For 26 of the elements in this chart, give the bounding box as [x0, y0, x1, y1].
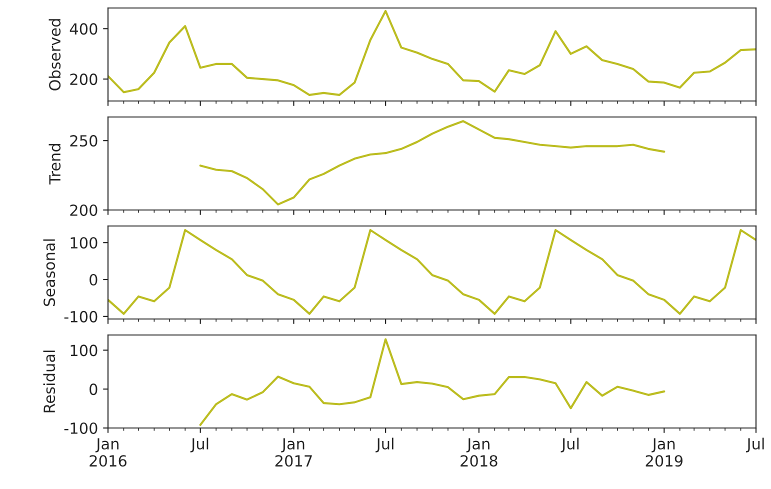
- line-series: [199, 338, 666, 426]
- x-tick-label: Jul: [560, 438, 579, 452]
- y-axis-title: Residual: [43, 350, 56, 412]
- x-tick-label: Jan 2016: [90, 438, 126, 467]
- y-tick-label: 0: [90, 274, 98, 286]
- x-tick-label: Jan 2018: [460, 438, 498, 467]
- x-tick-label: Jul: [746, 438, 764, 452]
- y-axis-title: Seasonal: [43, 239, 56, 306]
- y-tick-label: -100: [64, 422, 98, 434]
- line-series: [108, 229, 756, 315]
- y-tick-label: -100: [64, 310, 98, 322]
- x-tick-label: Jan 2019: [646, 438, 683, 467]
- y-tick-label: 250: [70, 135, 98, 147]
- y-tick-label: 100: [70, 344, 98, 356]
- x-tick-label: Jul: [190, 438, 208, 452]
- y-tick-label: 400: [70, 23, 98, 35]
- y-tick-label: 0: [90, 384, 98, 396]
- y-axis-title: Trend: [48, 144, 61, 184]
- y-tick-label: 200: [70, 74, 98, 86]
- line-series: [108, 10, 756, 96]
- y-axis-title: Observed: [48, 19, 61, 90]
- y-tick-label: 100: [70, 237, 98, 249]
- x-tick-label: Jan 2017: [275, 438, 312, 467]
- x-tick-label: Jul: [376, 438, 394, 452]
- line-series: [199, 120, 666, 206]
- y-tick-label: 200: [70, 204, 98, 216]
